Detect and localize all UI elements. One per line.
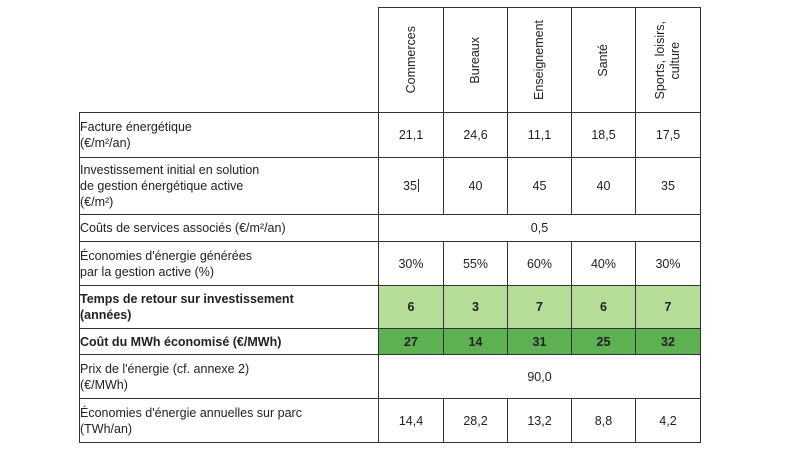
table-cell: 8,8 — [571, 398, 636, 443]
table-cell: 28,2 — [443, 398, 508, 443]
table-cell: 40 — [571, 157, 636, 215]
column-header: Commerces — [378, 7, 444, 113]
table-cell: 18,5 — [571, 112, 636, 158]
table-cell[interactable]: 35 — [378, 157, 444, 215]
column-header: Santé — [571, 7, 636, 113]
table-cell: 4,2 — [635, 398, 701, 443]
column-header: Enseignement — [507, 7, 572, 113]
table-cell: 60% — [507, 241, 572, 286]
row-label: Prix de l'énergie (cf. annexe 2) (€/MWh) — [79, 354, 379, 399]
merged-cell: 0,5 — [378, 214, 701, 242]
row-temps-retour: Temps de retour sur investissement (anné… — [79, 285, 701, 329]
table-cell: 31 — [507, 328, 572, 355]
cell-value: 35 — [403, 179, 417, 193]
table-cell: 32 — [635, 328, 701, 355]
table-cell: 40 — [443, 157, 508, 215]
table-cell: 13,2 — [507, 398, 572, 443]
table-cell: 11,1 — [507, 112, 572, 158]
header-corner — [79, 7, 379, 113]
table-cell: 25 — [571, 328, 636, 355]
table-cell: 30% — [635, 241, 701, 286]
table-cell: 6 — [378, 285, 444, 329]
table-cell: 6 — [571, 285, 636, 329]
row-label: Coût du MWh économisé (€/MWh) — [79, 328, 379, 355]
row-label: Temps de retour sur investissement (anné… — [79, 285, 379, 329]
text-cursor — [417, 179, 419, 192]
table-cell: 40% — [571, 241, 636, 286]
column-header: Bureaux — [443, 7, 508, 113]
row-facture: Facture énergétique (€/m²/an) 21,1 24,6 … — [79, 112, 701, 158]
header-row: Commerces Bureaux Enseignement Santé Spo… — [79, 7, 701, 113]
table-cell: 7 — [507, 285, 572, 329]
table-cell: 14,4 — [378, 398, 444, 443]
table-cell: 30% — [378, 241, 444, 286]
table-cell: 14 — [443, 328, 508, 355]
table-cell: 55% — [443, 241, 508, 286]
energy-management-table: Commerces Bureaux Enseignement Santé Spo… — [79, 7, 701, 443]
table-cell: 3 — [443, 285, 508, 329]
table-cell: 17,5 — [635, 112, 701, 158]
table-cell: 27 — [378, 328, 444, 355]
column-header: Sports, loisirs, culture — [635, 7, 701, 113]
merged-cell: 90,0 — [378, 354, 701, 399]
row-label: Facture énergétique (€/m²/an) — [79, 112, 379, 158]
row-cout-mwh: Coût du MWh économisé (€/MWh) 27 14 31 2… — [79, 328, 701, 355]
row-label: Économies d'énergie générées par la gest… — [79, 241, 379, 286]
table-cell: 45 — [507, 157, 572, 215]
table-cell: 21,1 — [378, 112, 444, 158]
table-cell: 35 — [635, 157, 701, 215]
row-label: Coûts de services associés (€/m²/an) — [79, 214, 379, 242]
row-label: Investissement initial en solution de ge… — [79, 157, 379, 215]
row-investissement: Investissement initial en solution de ge… — [79, 157, 701, 215]
row-economies: Économies d'énergie générées par la gest… — [79, 241, 701, 286]
row-label: Économies d'énergie annuelles sur parc (… — [79, 398, 379, 443]
row-economies-parc: Économies d'énergie annuelles sur parc (… — [79, 398, 701, 443]
row-couts-services: Coûts de services associés (€/m²/an) 0,5 — [79, 214, 701, 242]
table-cell: 24,6 — [443, 112, 508, 158]
table-cell: 7 — [635, 285, 701, 329]
row-prix-energie: Prix de l'énergie (cf. annexe 2) (€/MWh)… — [79, 354, 701, 399]
